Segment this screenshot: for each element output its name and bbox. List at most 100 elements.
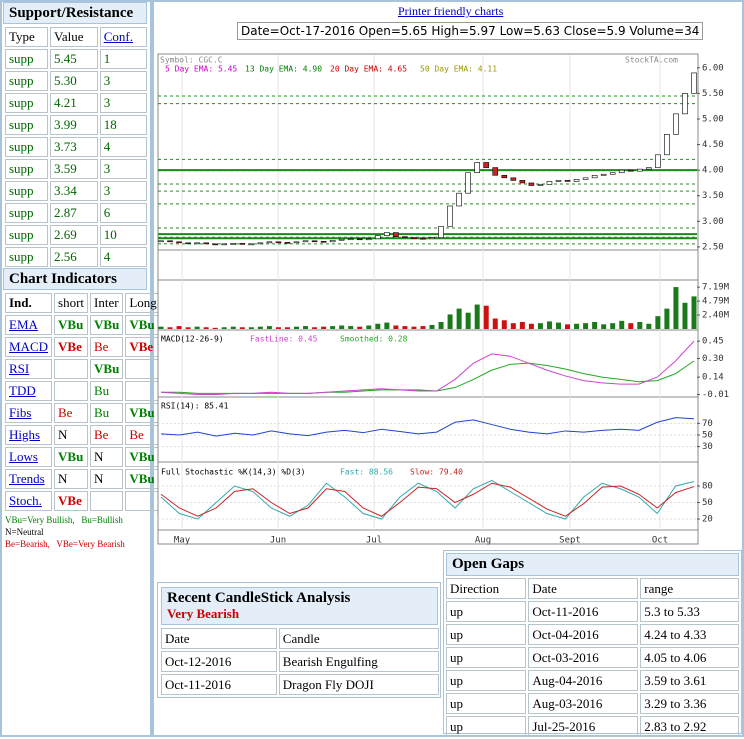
volume-bar [375, 323, 381, 329]
candle-panel [157, 582, 441, 698]
y-tick-label: 4.50 [702, 140, 724, 150]
month-label: Oct [652, 536, 668, 546]
ind-cell: VBu [90, 359, 124, 379]
candle [510, 177, 517, 181]
volume-bar [456, 308, 462, 329]
sr-cell: 3 [99, 181, 147, 201]
ind-cell: N [54, 425, 89, 445]
volume-bar [321, 326, 327, 329]
candle [618, 169, 625, 174]
indicator-link[interactable]: MACD [9, 339, 49, 354]
rsi-line [160, 417, 695, 437]
ind-row: EMA VBu VBu VBu [5, 315, 161, 335]
indicator-link[interactable]: Trends [9, 471, 45, 486]
candle [646, 167, 652, 170]
y-tick-label: 2.40M [702, 311, 730, 321]
sr-row: supp 3.59 3 [5, 159, 147, 179]
gaps-row: up Aug-04-2016 3.59 to 3.61 [446, 670, 739, 691]
volume-bar [176, 326, 182, 329]
gaps-cell: Jul-25-2016 [528, 716, 639, 737]
candle-verdict: Very Bearish [167, 606, 240, 621]
sr-row: supp 3.99 18 [5, 115, 147, 135]
gaps-cell: 2.83 to 2.92 [640, 716, 739, 737]
month-label: Aug [475, 536, 491, 546]
volume-bar [230, 326, 236, 329]
candle [573, 179, 580, 182]
gaps-col: Date [528, 578, 639, 599]
sr-cell: 3.34 [49, 181, 98, 201]
volume-bar [474, 304, 480, 329]
indicator-link[interactable]: RSI [9, 361, 30, 376]
gaps-row: up Oct-11-2016 5.3 to 5.33 [446, 601, 739, 622]
indicator-link[interactable]: Stoch. [9, 493, 42, 508]
candle [194, 242, 200, 245]
volume-bar [537, 323, 543, 329]
month-label: May [174, 536, 191, 546]
candle-title: Recent CandleStick Analysis [167, 590, 351, 606]
sr-cell: 1 [99, 49, 147, 69]
y-tick-label: 6.00 [702, 63, 724, 73]
gaps-col: range [640, 578, 739, 599]
volume-bar [546, 321, 552, 329]
sr-row: supp 2.56 4 [5, 247, 147, 267]
volume-bar [492, 318, 498, 329]
volume-bar [519, 322, 525, 329]
indicator-link[interactable]: Highs [9, 427, 41, 442]
volume-bar [411, 326, 417, 329]
gaps-row: up Oct-04-2016 4.24 to 4.33 [446, 624, 739, 645]
sr-cell: 5.45 [49, 49, 98, 69]
gaps-cell: Aug-04-2016 [528, 670, 639, 691]
volume-bar [528, 323, 534, 329]
indicator-link[interactable]: Lows [9, 449, 38, 464]
sr-head-row: Type Value Conf. [5, 27, 147, 47]
sr-col-cell: Conf. [99, 27, 147, 47]
candle [347, 238, 354, 241]
gaps-cell: up [446, 624, 527, 645]
gaps-cell: up [446, 693, 527, 714]
sr-cell: supp [5, 181, 48, 201]
stoch-slow: Slow: 79.40 [410, 468, 463, 477]
y-tick-label: 4.79M [702, 297, 730, 307]
sr-cell: 3 [99, 71, 147, 91]
volume-bar [212, 327, 218, 329]
candle [546, 181, 553, 185]
printer-link[interactable]: Printer friendly charts [398, 4, 504, 18]
ind-cell: Highs [5, 425, 53, 445]
ind-cell: RSI [5, 359, 53, 379]
volume-bar [167, 327, 173, 329]
sr-cell: supp [5, 71, 48, 91]
gaps-cell: 3.29 to 3.36 [640, 693, 739, 714]
indicator-link[interactable]: Fibs [9, 405, 32, 420]
candle [420, 237, 426, 240]
y-tick-label: 2.50 [702, 242, 724, 252]
y-tick-label: 5.50 [702, 89, 724, 99]
volume-bar [664, 308, 670, 329]
ind-row: MACD VBe Be VBe [5, 337, 161, 357]
volume-bar [646, 323, 652, 329]
sr-col-cell: Type [5, 27, 48, 47]
indicator-link[interactable]: TDD [9, 383, 36, 398]
sr-cell: 3.99 [49, 115, 98, 135]
ind-cell: VBu [90, 315, 124, 335]
ema-label: 20 Day EMA: 4.65 [330, 65, 407, 74]
volume-bar [284, 327, 290, 329]
y-tick-label: 3.50 [702, 191, 724, 201]
candle [384, 232, 390, 236]
y-tick-label: 4.00 [702, 166, 724, 176]
sr-row: supp 2.87 6 [5, 203, 147, 223]
y-tick-label: 7.19M [702, 283, 730, 293]
candle [429, 237, 435, 240]
signal-legend: VBu=Very Bullish, Bu=Bullish N=Neutral Be=… [5, 514, 150, 550]
candle [203, 242, 209, 245]
volume-bar [194, 326, 200, 329]
candle [393, 232, 399, 237]
volume-bar [438, 322, 444, 329]
conf-link[interactable]: Conf. [103, 29, 133, 44]
gaps-panel [443, 550, 742, 734]
indicator-link[interactable]: EMA [9, 317, 38, 332]
volume-bar [384, 322, 390, 329]
candle [185, 242, 191, 245]
quote-line: Date=Oct-17-2016 Open=5.65 High=5.97 Low… [237, 22, 704, 40]
candle [447, 205, 453, 227]
